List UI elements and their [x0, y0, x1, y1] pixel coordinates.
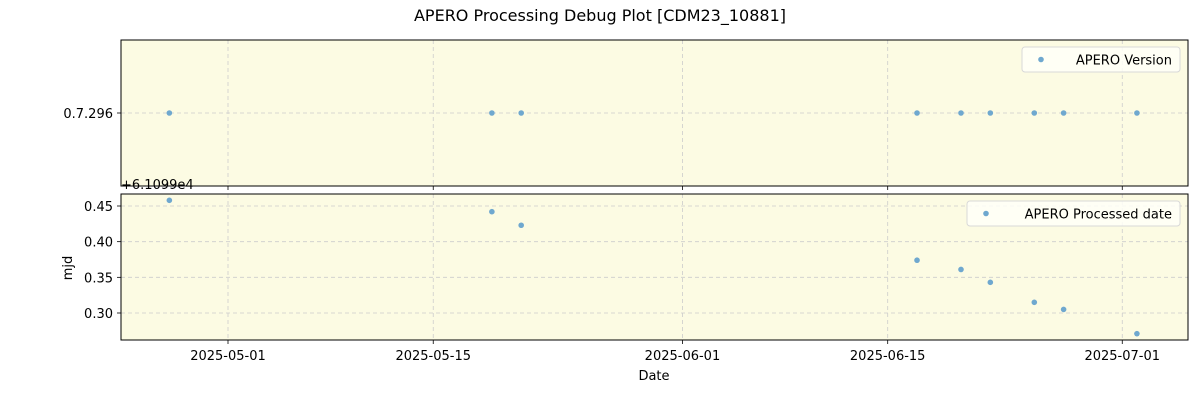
data-point	[166, 197, 173, 204]
x-tick-label: 2025-06-15	[850, 349, 926, 364]
y-tick-label: 0.45	[84, 200, 113, 215]
data-point	[987, 110, 994, 116]
y-axis-label: mjd	[61, 256, 76, 281]
y-tick-label: 0.7.296	[63, 107, 113, 122]
x-tick-label: 2025-06-01	[645, 349, 721, 364]
x-tick-label: 2025-05-15	[395, 349, 471, 364]
data-point	[987, 279, 994, 286]
legend: APERO Version	[1021, 46, 1181, 73]
legend-label: APERO Processed date	[1025, 208, 1172, 223]
data-point	[958, 266, 964, 273]
data-point	[1031, 299, 1038, 306]
x-tick-label: 2025-07-01	[1084, 349, 1160, 364]
legend-label: APERO Version	[1076, 54, 1172, 69]
data-point	[518, 110, 524, 116]
y-tick-label: 0.30	[84, 307, 113, 322]
offset-label: +6.1099e4	[121, 178, 194, 193]
data-point	[1060, 110, 1067, 116]
data-point	[518, 222, 524, 229]
data-point	[489, 208, 495, 215]
panel-processed-date: 0.30 0.35 0.40 0.45 2025-05-01 2025-05-15 2025…	[61, 178, 1189, 384]
data-point	[958, 110, 964, 116]
data-point	[489, 110, 495, 116]
data-point	[1031, 110, 1038, 116]
legend: APERO Processed date	[966, 200, 1181, 227]
y-tick-label: 0.40	[84, 236, 113, 251]
data-point	[1134, 330, 1140, 337]
data-point	[166, 110, 173, 116]
data-point	[914, 257, 920, 264]
y-tick-label: 0.35	[84, 271, 113, 286]
panel-apero-version: 0.7.296 APERO Version	[63, 39, 1189, 190]
data-point	[1060, 306, 1067, 313]
x-axis-label: Date	[638, 369, 669, 384]
x-tick-label: 2025-05-01	[190, 349, 266, 364]
data-point	[914, 110, 920, 116]
data-point	[1134, 110, 1140, 116]
chart-title: APERO Processing Debug Plot [CDM23_10881…	[413, 6, 786, 25]
